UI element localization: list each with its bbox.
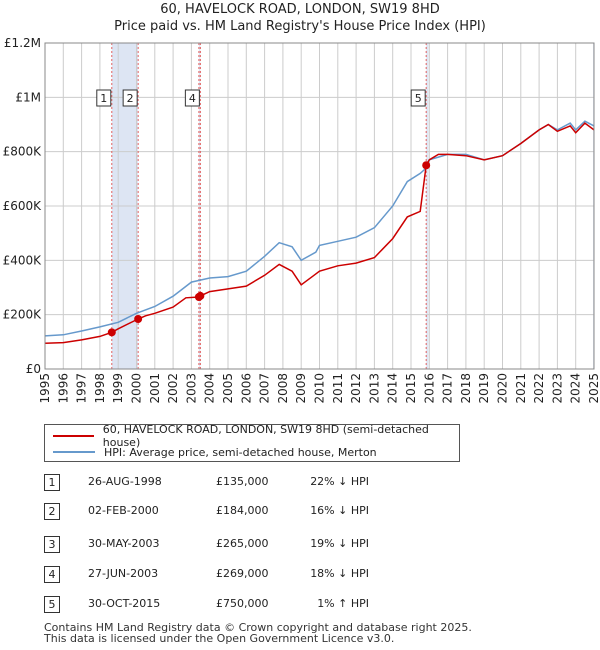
legend-label-price: 60, HAVELOCK ROAD, LONDON, SW19 8HD (sem… <box>102 423 429 449</box>
x-tick-label: 2022 <box>532 373 546 404</box>
legend-item-hpi: HPI: Average price, semi-detached house,… <box>53 444 377 460</box>
sale-marker <box>196 291 205 300</box>
x-tick-label: 2011 <box>331 373 345 404</box>
x-tick-label: 2008 <box>276 373 290 404</box>
sale-price: £184,000 <box>216 504 269 517</box>
footer-line: This data is licensed under the Open Gov… <box>44 632 395 645</box>
table-row: 3 30-MAY-2003 £265,000 19% ↓ HPI <box>44 534 464 554</box>
y-tick-label: £800K <box>3 145 43 159</box>
legend-label-hpi: HPI: Average price, semi-detached house,… <box>104 445 377 459</box>
sale-label-number: 4 <box>189 92 196 105</box>
plot-border <box>44 42 595 370</box>
x-tick-label: 2020 <box>496 373 510 404</box>
x-tick-label: 1996 <box>56 373 70 404</box>
x-tick-label: 2019 <box>477 373 491 404</box>
chart-subtitle: Price paid vs. HM Land Registry's House … <box>114 19 486 34</box>
x-tick-label: 2006 <box>239 373 253 404</box>
sale-marker <box>134 315 143 324</box>
x-tick-label: 2021 <box>514 373 528 404</box>
legend-item-price: 60, HAVELOCK ROAD, LONDON, SW19 8HD (sem… <box>53 423 459 449</box>
sale-price: £135,000 <box>216 475 269 488</box>
x-tick-label: 2009 <box>294 373 308 404</box>
sale-label-number: 1 <box>100 92 107 105</box>
x-tick-label: 2007 <box>258 373 272 404</box>
x-tick-label: 2018 <box>459 373 473 404</box>
sale-number-box: 2 <box>44 503 60 520</box>
sale-date: 27-JUN-2003 <box>88 567 159 580</box>
x-tick-label: 1998 <box>93 373 107 404</box>
x-tick-label: 2016 <box>422 373 436 404</box>
y-tick-label: £1M <box>15 90 41 104</box>
x-tick-label: 2015 <box>404 373 418 404</box>
table-row: 1 26-AUG-1998 £135,000 22% ↓ HPI <box>44 472 464 492</box>
y-tick-label: £600K <box>3 199 43 213</box>
sale-number-box: 3 <box>44 536 60 553</box>
x-tick-label: 2003 <box>184 373 198 404</box>
x-tick-label: 2005 <box>221 373 235 404</box>
x-tick-label: 2014 <box>386 373 400 404</box>
sale-label-box <box>184 89 200 107</box>
x-tick-label: 2025 <box>587 373 600 404</box>
x-tick-label: 2001 <box>148 373 162 404</box>
chart-title: 60, HAVELOCK ROAD, LONDON, SW19 8HD <box>160 2 440 17</box>
table-row: 2 02-FEB-2000 £184,000 16% ↓ HPI <box>44 501 464 521</box>
sale-hpi-diff: 18% ↓ HPI <box>310 567 369 580</box>
sale-label-number: 5 <box>415 92 422 105</box>
x-tick-label: 1995 <box>38 373 52 404</box>
x-tick-label: 1997 <box>75 373 89 404</box>
price-chart: £0 £200K £400K £600K £800K £1M £1.2M 1995 1996 19… <box>3 36 600 404</box>
price-paid-line <box>44 122 595 344</box>
x-tick-label: 2002 <box>166 373 180 404</box>
legend: 60, HAVELOCK ROAD, LONDON, SW19 8HD (sem… <box>44 423 460 462</box>
sale-number-box: 5 <box>44 596 60 613</box>
sale-price: £265,000 <box>216 537 269 550</box>
sale-number-box: 1 <box>44 474 60 491</box>
sale-label-box <box>410 89 426 107</box>
x-tick-label: 2013 <box>367 373 381 404</box>
sale-hpi-diff: 22% ↓ HPI <box>310 475 369 488</box>
sale-number-box: 4 <box>44 566 60 583</box>
sale-price: £750,000 <box>216 597 269 610</box>
sale-marker <box>422 161 431 170</box>
x-tick-label: 2010 <box>313 373 327 404</box>
y-tick-label: £200K <box>3 308 43 322</box>
x-tick-label: 2023 <box>550 373 564 404</box>
table-row: 4 27-JUN-2003 £269,000 18% ↓ HPI <box>44 564 464 584</box>
x-tick-label: 2017 <box>441 373 455 404</box>
y-tick-label: £1.2M <box>4 36 41 50</box>
sale-date: 30-OCT-2015 <box>88 597 161 610</box>
footer-attribution: Contains HM Land Registry data © Crown c… <box>44 622 472 644</box>
y-tick-label: £0 <box>26 362 41 376</box>
table-row: 5 30-OCT-2015 £750,000 1% ↑ HPI <box>44 594 464 614</box>
legend-swatch-hpi <box>53 451 95 453</box>
sale-hpi-diff: 19% ↓ HPI <box>310 537 369 550</box>
sale-date: 02-FEB-2000 <box>88 504 159 517</box>
legend-swatch-price <box>53 435 94 437</box>
y-tick-label: £400K <box>3 253 43 267</box>
sale-date: 30-MAY-2003 <box>88 537 160 550</box>
sale-hpi-diff: 16% ↓ HPI <box>310 504 369 517</box>
x-tick-label: 2024 <box>569 373 583 404</box>
sale-price: £269,000 <box>216 567 269 580</box>
x-tick-label: 1999 <box>111 373 125 404</box>
x-tick-label: 2004 <box>203 373 217 404</box>
sale-date: 26-AUG-1998 <box>88 475 162 488</box>
sale-hpi-diff: 1% ↑ HPI <box>317 597 369 610</box>
sale-label-box <box>122 89 138 107</box>
sale-label-number: 2 <box>127 92 134 105</box>
sale-label-box <box>96 89 112 107</box>
sale-marker <box>107 328 116 337</box>
x-tick-label: 2012 <box>349 373 363 404</box>
footer-line: Contains HM Land Registry data © Crown c… <box>44 621 472 634</box>
x-tick-label: 2000 <box>130 373 144 404</box>
